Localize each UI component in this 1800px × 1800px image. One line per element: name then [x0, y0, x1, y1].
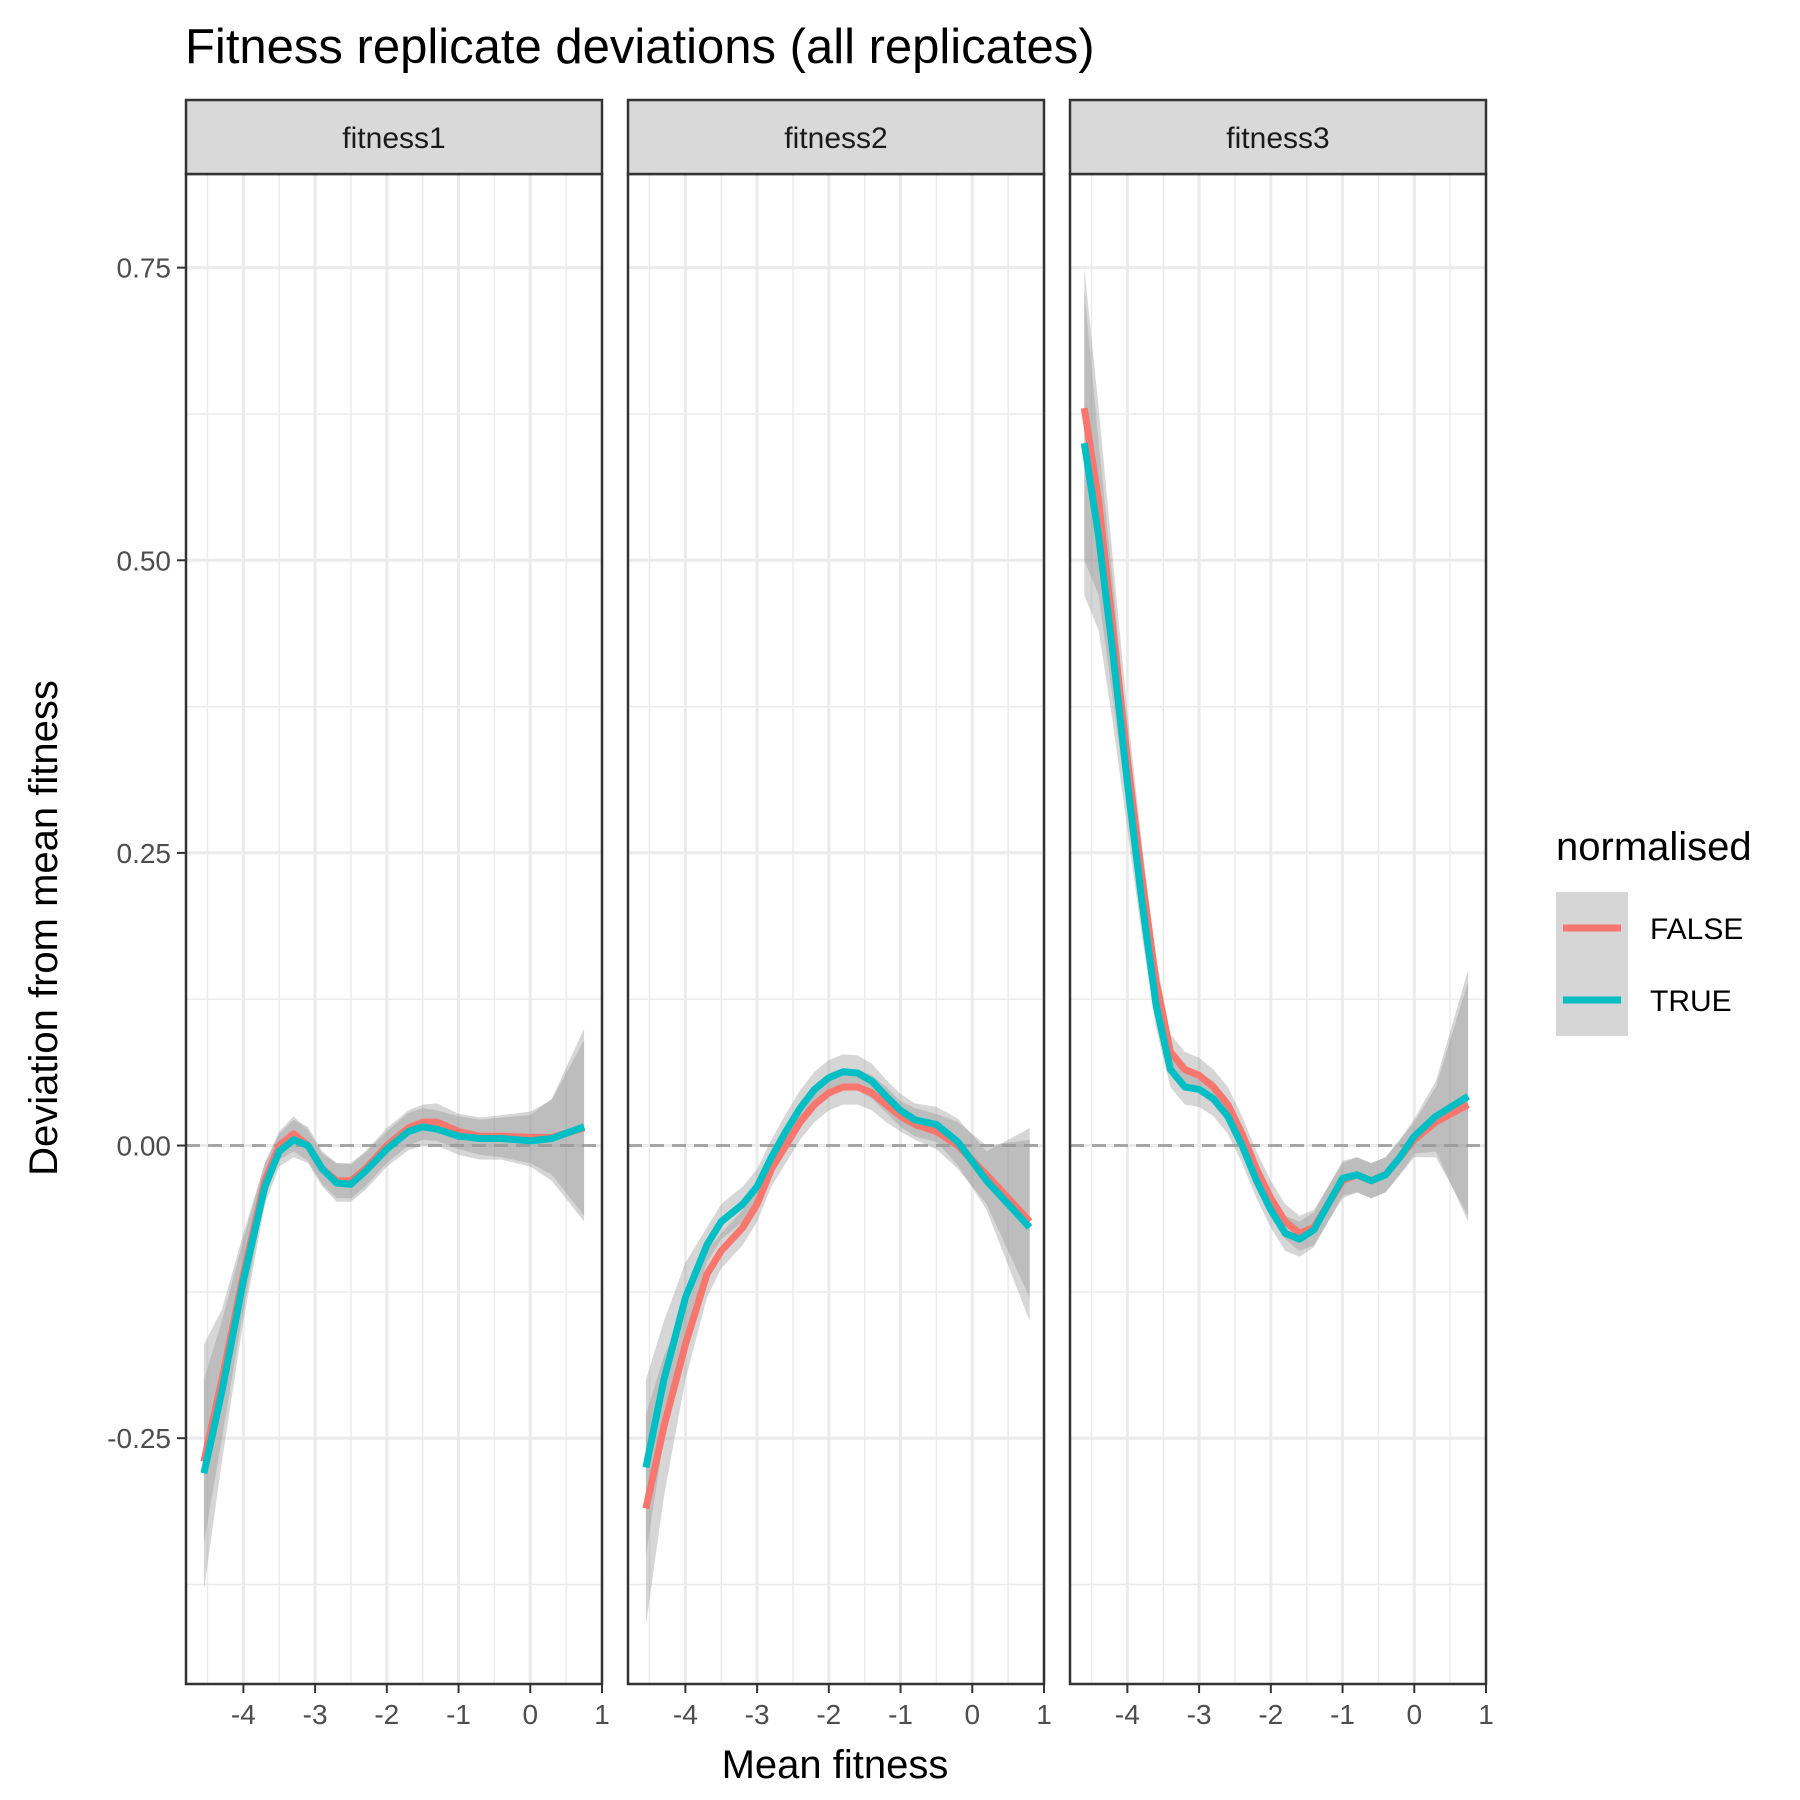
panel-background	[1070, 174, 1486, 1684]
x-tick-label: -1	[888, 1699, 913, 1730]
y-tick-label: 0.75	[117, 253, 172, 284]
panel-background	[186, 174, 602, 1684]
strip-label: fitness1	[342, 122, 445, 155]
x-tick-label: 0	[964, 1699, 980, 1730]
legend-label-FALSE: FALSE	[1650, 913, 1743, 946]
panel-data	[642, 1054, 1033, 1626]
confidence-ribbon-FALSE	[1084, 267, 1469, 1251]
x-tick-label: -2	[816, 1699, 841, 1730]
y-axis-title: Deviation from mean fitness	[22, 680, 66, 1176]
x-axis: -4 -3 -2 -1 0 1	[1115, 1684, 1494, 1730]
x-tick-label: -2	[374, 1699, 399, 1730]
strip-background	[184, 98, 604, 176]
y-tick-label: -0.25	[107, 1423, 171, 1454]
x-tick-label: -2	[1258, 1699, 1283, 1730]
y-axis: -0.25 0.00 0.25 0.50 0.75	[107, 253, 186, 1454]
legend-keys: FALSE TRUE	[1556, 892, 1743, 1036]
x-tick-label: -1	[446, 1699, 471, 1730]
series-line-TRUE	[642, 1068, 1033, 1469]
gridlines	[1070, 174, 1488, 1684]
facet-panel-fitness1: fitness1 -4 -3 -2 -1 0 1	[184, 98, 610, 1730]
x-axis-title: Mean fitness	[722, 1743, 949, 1787]
strip-label: fitness3	[1226, 122, 1329, 155]
x-axis: -4 -3 -2 -1 0 1	[231, 1684, 610, 1730]
x-tick-label: -4	[1115, 1699, 1140, 1730]
x-tick-label: 0	[522, 1699, 538, 1730]
facet-panel-fitness2: fitness2 -4 -3 -2 -1 0 1	[626, 98, 1052, 1730]
chart-title: Fitness replicate deviations (all replic…	[185, 20, 1095, 74]
series-line-TRUE	[200, 1123, 586, 1475]
strip-background	[1068, 98, 1488, 176]
x-tick-label: -3	[745, 1699, 770, 1730]
x-tick-label: 1	[1478, 1699, 1494, 1730]
panel-background	[628, 174, 1044, 1684]
x-tick-label: 0	[1406, 1699, 1422, 1730]
x-tick-label: 1	[594, 1699, 610, 1730]
legend: normalised FALSE TRUE	[1556, 825, 1752, 1036]
y-tick-label: 0.00	[117, 1131, 172, 1162]
panel-data	[1080, 267, 1470, 1257]
y-tick-label: 0.50	[117, 545, 172, 576]
x-tick-label: -3	[1187, 1699, 1212, 1730]
x-axis: -4 -3 -2 -1 0 1	[673, 1684, 1052, 1730]
x-tick-label: -4	[673, 1699, 698, 1730]
x-tick-label: -3	[303, 1699, 328, 1730]
strip-background	[626, 98, 1046, 176]
legend-label-TRUE: TRUE	[1650, 985, 1732, 1018]
facet-panel-fitness3: fitness3 -4 -3 -2 -1 0 1	[1068, 98, 1494, 1730]
series-line-TRUE	[1080, 442, 1470, 1243]
strip-label: fitness2	[784, 122, 887, 155]
panel-data	[200, 1028, 586, 1591]
legend-title: normalised	[1556, 825, 1752, 869]
x-tick-label: 1	[1036, 1699, 1052, 1730]
x-tick-label: -1	[1330, 1699, 1355, 1730]
x-tick-label: -4	[231, 1699, 256, 1730]
series-line-FALSE	[642, 1083, 1033, 1510]
y-tick-label: 0.25	[117, 838, 172, 869]
